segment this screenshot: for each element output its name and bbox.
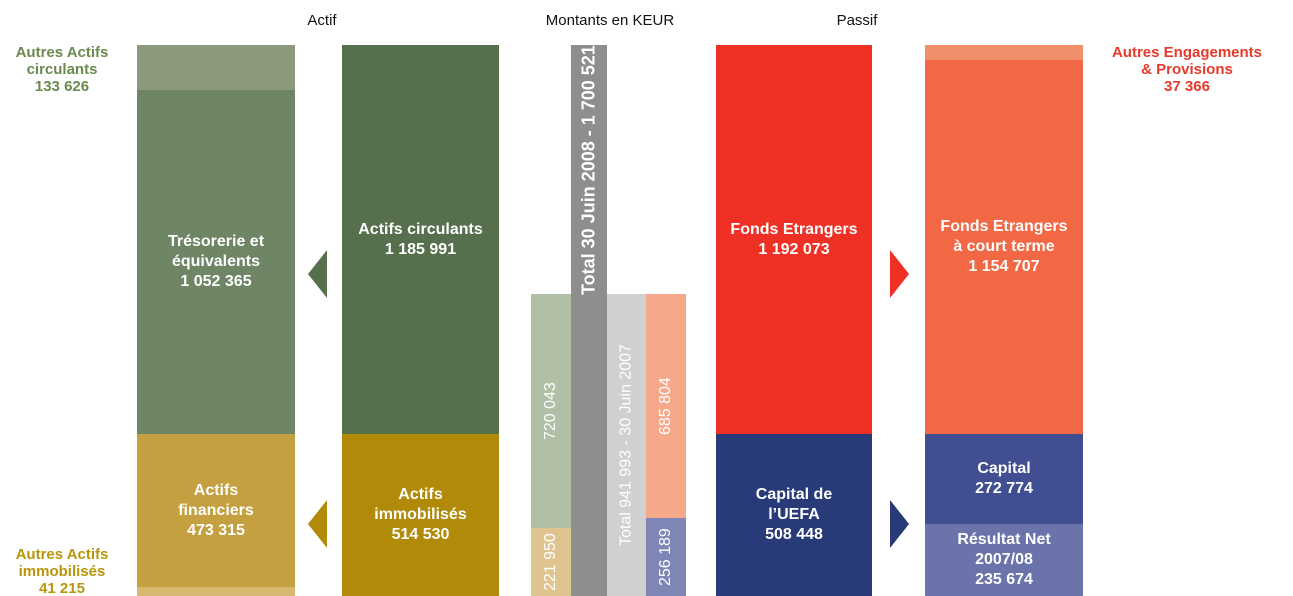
- label-line: 2007/08: [975, 551, 1033, 568]
- block: Résultat Net 2007/08 235 674: [925, 524, 1083, 596]
- label-line: l’UEFA: [768, 506, 820, 523]
- label-line: Autres Actifs: [15, 546, 109, 563]
- label-line: 508 448: [765, 526, 823, 543]
- label-line: immobilisés: [18, 563, 106, 580]
- note: Autres Actifs immobilisés 41 215: [16, 546, 109, 596]
- block: Actifs circulants 1 185 991: [342, 45, 499, 434]
- bar: Total 941 993 - 30 Juin 2007: [607, 294, 646, 596]
- label-line: immobilisés: [374, 506, 467, 523]
- label-line: 133 626: [34, 78, 90, 95]
- label-line: & Provisions: [1141, 61, 1233, 78]
- arrow: [308, 250, 327, 298]
- arrow: [308, 500, 327, 548]
- label-line: Fonds Etrangers: [730, 220, 858, 238]
- label-line: circulants: [26, 61, 98, 78]
- label-line: 1 052 365: [180, 273, 252, 290]
- bar: 685 804: [646, 294, 686, 518]
- label-line: financiers: [178, 501, 254, 519]
- note: Autres Actifs circulants 133 626: [16, 44, 109, 95]
- block: Actifs immobilisés 514 530: [342, 434, 499, 596]
- block: [925, 45, 1083, 60]
- bar: 256 189: [646, 518, 686, 596]
- label-line: 272 774: [975, 480, 1033, 497]
- label-line: 1 192 073: [758, 240, 830, 258]
- label-line: Autres Engagements: [1111, 44, 1263, 61]
- label-line: Fonds Etrangers: [940, 218, 1068, 235]
- label-line: 1 154 707: [968, 258, 1040, 275]
- label-line: 235 674: [975, 571, 1033, 588]
- bar: 720 043: [531, 294, 571, 528]
- note: Autres Engagements & Provisions 37 366: [1112, 44, 1262, 95]
- bar: Total 30 Juin 2008 - 1 700 521: [571, 45, 607, 596]
- arrow: [890, 500, 909, 548]
- label-line: Actifs: [398, 486, 443, 503]
- label-line: équivalents: [171, 253, 261, 270]
- label-line: 473 315: [187, 521, 245, 539]
- block: Trésorerie et équivalents 1 052 365: [137, 90, 295, 434]
- label-line: Actifs circulants: [358, 220, 483, 238]
- block: [137, 45, 295, 90]
- bar: 221 950: [531, 528, 571, 596]
- label-line: Actifs: [193, 481, 239, 499]
- label-line: Trésorerie et: [167, 233, 265, 250]
- block: Actifs financiers 473 315: [137, 434, 295, 587]
- label-line: 37 366: [1164, 78, 1210, 95]
- block: Fonds Etrangers à court terme 1 154 707: [925, 60, 1083, 434]
- block: [137, 587, 295, 596]
- label-line: 514 530: [391, 526, 450, 543]
- label-line: Capital: [977, 460, 1031, 477]
- label-line: 1 185 991: [384, 240, 457, 258]
- label-line: Capital de: [755, 486, 833, 503]
- unit-header: Montants en KEUR: [545, 12, 675, 29]
- label-line: Résultat Net: [957, 531, 1051, 548]
- actif-header: Actif: [307, 12, 337, 29]
- label-line: 41 215: [39, 580, 85, 596]
- label-line: à court terme: [953, 238, 1055, 255]
- arrow: [890, 250, 909, 298]
- block: Fonds Etrangers 1 192 073: [716, 45, 872, 434]
- block: Capital 272 774: [925, 434, 1083, 524]
- block: Capital de l’UEFA 508 448: [716, 434, 872, 596]
- label-line: Autres Actifs: [15, 44, 109, 61]
- passif-header: Passif: [836, 12, 878, 29]
